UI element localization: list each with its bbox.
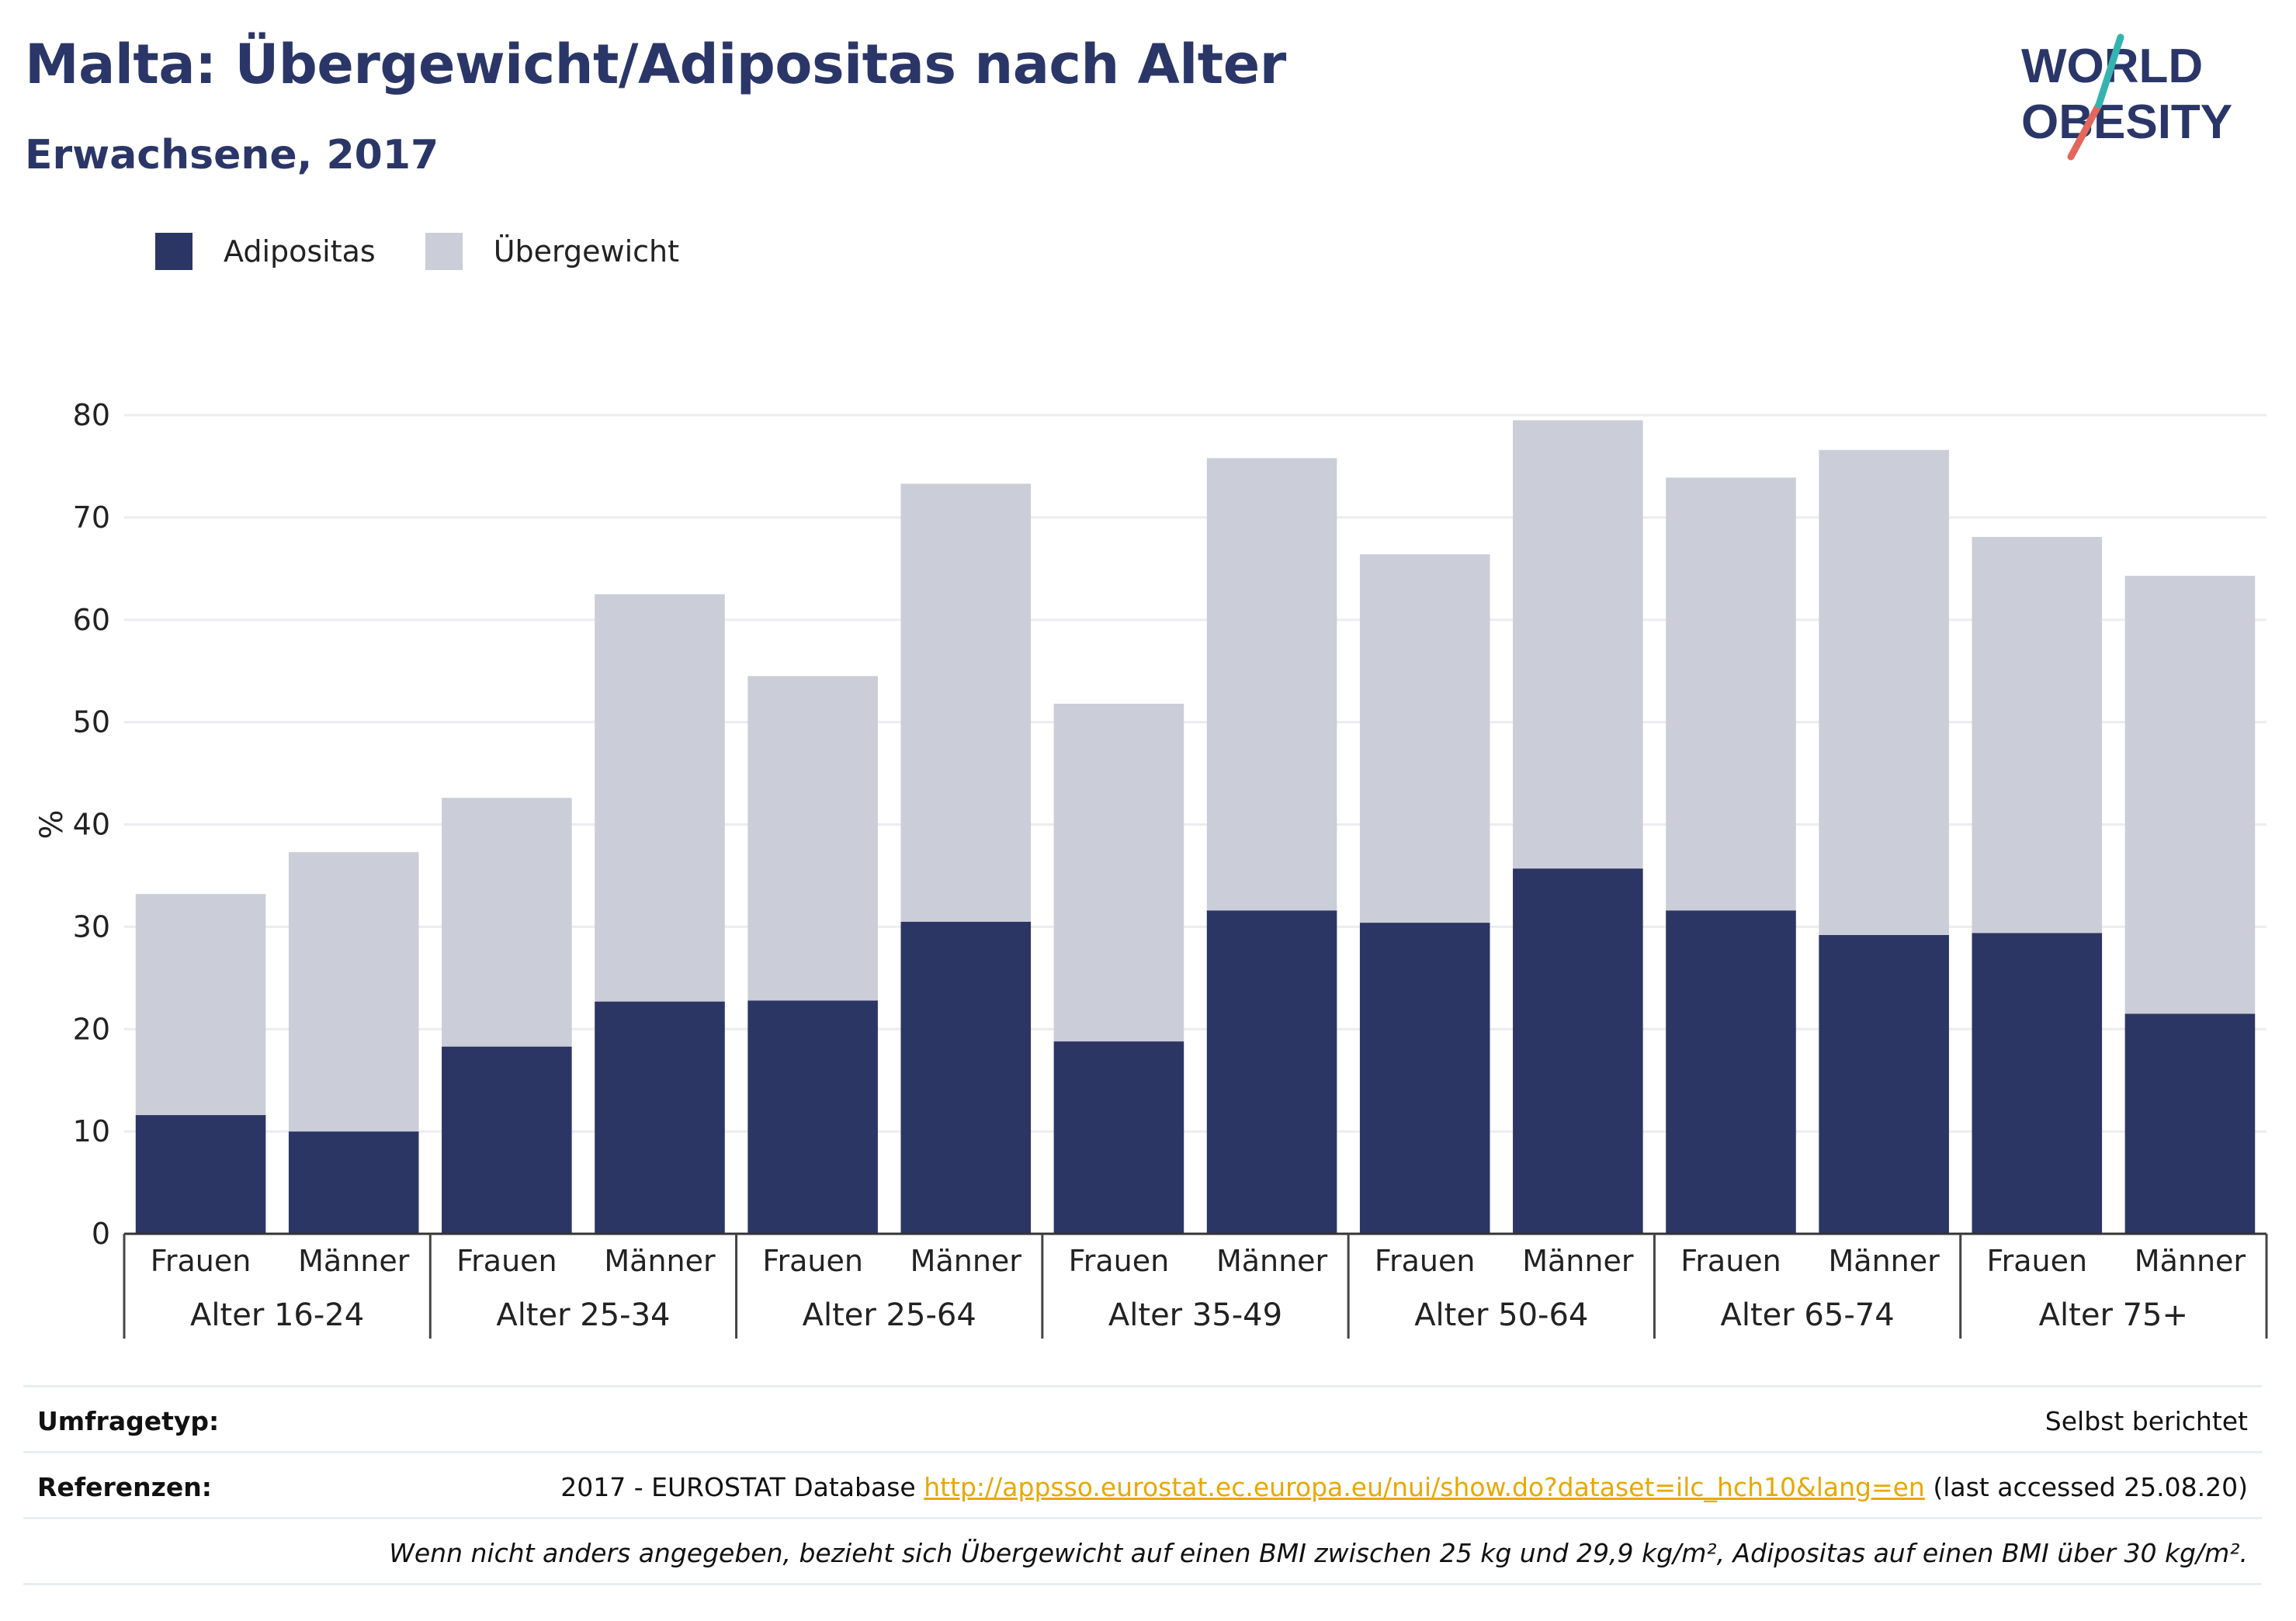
- y-tick-label: 0: [92, 1217, 110, 1251]
- x-tick-label-sex: Frauen: [1680, 1244, 1781, 1278]
- bar-uebergewicht: [900, 483, 1032, 922]
- logo-slash-red: [2067, 101, 2103, 161]
- bar-adipositas: [288, 1131, 419, 1234]
- x-group-label: Alter 65-74: [1720, 1297, 1894, 1333]
- x-group-label: Alter 16-24: [190, 1297, 364, 1333]
- x-tick-label-sex: Frauen: [762, 1244, 863, 1278]
- chart-subtitle: Erwachsene, 2017: [25, 132, 439, 178]
- world-obesity-logo: WORLD OBESITY: [2021, 33, 2232, 161]
- bar-uebergewicht: [1666, 477, 1796, 911]
- bar-uebergewicht: [747, 676, 878, 1001]
- x-tick-label-sex: Männer: [1829, 1244, 1941, 1278]
- legend: Adipositas Übergewicht: [155, 230, 729, 273]
- bar-adipositas: [442, 1046, 572, 1234]
- x-group-label: Alter 25-34: [496, 1297, 670, 1333]
- bar-uebergewicht: [1359, 554, 1490, 923]
- legend-item-uebergewicht[interactable]: Übergewicht: [425, 233, 679, 270]
- references-label: Referenzen:: [37, 1472, 212, 1502]
- y-tick-label: 50: [73, 705, 110, 739]
- bar-adipositas: [1206, 910, 1337, 1234]
- logo-slash-teal: [2095, 33, 2124, 109]
- legend-swatch-adipositas: [155, 233, 192, 270]
- stacked-bar-chart: 0 10 20 30 40 50 60 70 80% Frauen Männer Frauen Männ…: [34, 398, 2268, 1339]
- x-tick-label-sex: Männer: [1522, 1244, 1634, 1278]
- survey-type-label: Umfragetyp:: [37, 1406, 220, 1436]
- x-group-label: Alter 50-64: [1414, 1297, 1588, 1333]
- x-tick-label-sex: Männer: [2135, 1244, 2246, 1278]
- y-tick-label: 40: [73, 808, 110, 842]
- x-tick-label-sex: Frauen: [151, 1244, 251, 1278]
- y-tick-label: 20: [73, 1012, 110, 1046]
- y-tick-label: 80: [73, 398, 110, 432]
- info-table: Umfragetyp: Selbst berichtet Referenzen:…: [23, 1385, 2262, 1585]
- bar-uebergewicht: [1819, 449, 1949, 935]
- chart-title: Malta: Übergewicht/Adipositas nach Alter: [25, 33, 1286, 96]
- y-tick-label: 10: [73, 1114, 110, 1148]
- x-tick-label-sex: Männer: [910, 1244, 1022, 1278]
- bar-adipositas: [2124, 1013, 2256, 1234]
- x-group-label: Alter 35-49: [1108, 1297, 1282, 1333]
- legend-label-adipositas: Adipositas: [224, 234, 376, 268]
- x-group-label: Alter 25-64: [803, 1297, 976, 1333]
- bar-uebergewicht: [1053, 703, 1184, 1042]
- bar-adipositas: [595, 1001, 725, 1234]
- y-axis-label: %: [34, 809, 70, 839]
- bar-uebergewicht: [1513, 420, 1643, 869]
- references-value: 2017 - EUROSTAT Database http://appsso.e…: [560, 1472, 2248, 1502]
- bar-adipositas: [1513, 868, 1643, 1234]
- bar-uebergewicht: [442, 798, 572, 1047]
- bar-adipositas: [1359, 923, 1490, 1234]
- bar-uebergewicht: [288, 852, 419, 1132]
- references-suffix: (last accessed 25.08.20): [1924, 1472, 2248, 1502]
- bar-uebergewicht: [1206, 458, 1337, 911]
- bar-adipositas: [1053, 1041, 1184, 1234]
- references-row: Referenzen: 2017 - EUROSTAT Database htt…: [23, 1451, 2262, 1517]
- legend-swatch-uebergewicht: [425, 233, 463, 270]
- x-tick-label-sex: Männer: [1216, 1244, 1328, 1278]
- bmi-definition-note: Wenn nicht anders angegeben, bezieht sic…: [389, 1538, 2248, 1568]
- bar-adipositas: [747, 1000, 878, 1234]
- bar-adipositas: [1666, 910, 1796, 1234]
- logo-line2: OBESITY: [2021, 95, 2232, 149]
- y-tick-label: 70: [73, 501, 110, 535]
- references-link[interactable]: http://appsso.eurostat.ec.europa.eu/nui/…: [924, 1472, 1925, 1502]
- x-tick-label-sex: Frauen: [1987, 1244, 2088, 1278]
- note-row: Wenn nicht anders angegeben, bezieht sic…: [23, 1517, 2262, 1585]
- y-tick-label: 30: [73, 909, 110, 944]
- survey-type-row: Umfragetyp: Selbst berichtet: [23, 1385, 2262, 1451]
- bar-adipositas: [900, 921, 1032, 1234]
- y-tick-label: 60: [73, 603, 110, 637]
- bar-uebergewicht: [2124, 576, 2256, 1014]
- x-tick-label-sex: Frauen: [1069, 1244, 1170, 1278]
- x-tick-label-sex: Männer: [604, 1244, 716, 1278]
- x-tick-label-sex: Frauen: [456, 1244, 557, 1278]
- x-tick-label-sex: Frauen: [1375, 1244, 1476, 1278]
- legend-label-uebergewicht: Übergewicht: [493, 234, 679, 268]
- bar-uebergewicht: [595, 594, 725, 1002]
- x-tick-label-sex: Männer: [298, 1244, 410, 1278]
- legend-item-adipositas[interactable]: Adipositas: [155, 233, 376, 270]
- x-group-label: Alter 75+: [2039, 1297, 2188, 1333]
- survey-type-value: Selbst berichtet: [2045, 1406, 2248, 1436]
- bar-uebergewicht: [135, 894, 266, 1116]
- bar-uebergewicht: [1972, 536, 2103, 933]
- bar-adipositas: [1972, 933, 2103, 1234]
- references-prefix: 2017 - EUROSTAT Database: [560, 1472, 924, 1502]
- bar-adipositas: [1819, 934, 1949, 1234]
- bar-adipositas: [135, 1115, 266, 1234]
